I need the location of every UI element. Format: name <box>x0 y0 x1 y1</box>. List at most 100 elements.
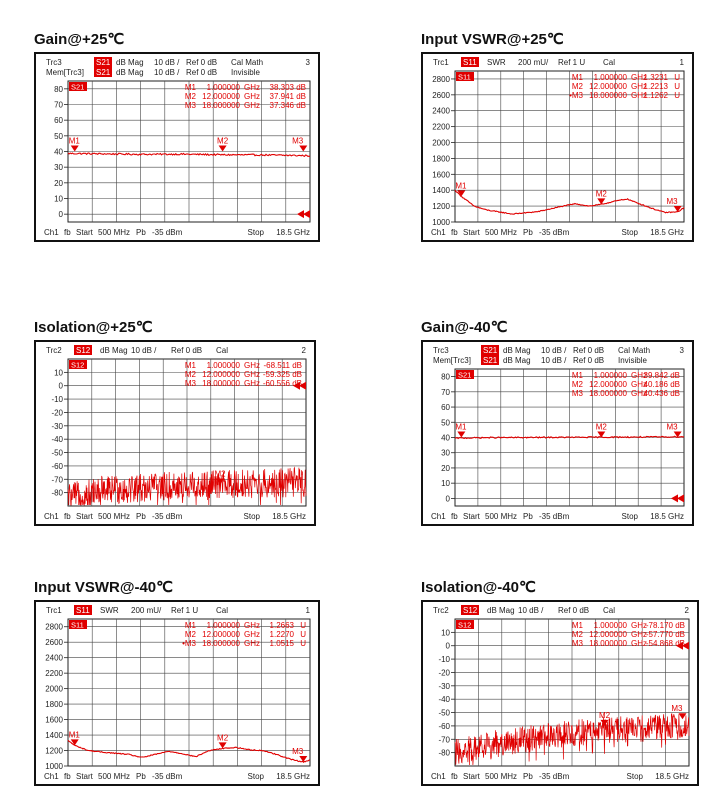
marker-label: M1 <box>455 423 467 432</box>
axis-trace-tag-label: S11 <box>458 73 471 82</box>
network-analyzer-chart: Trc2 S12 dB Mag 10 dB / Ref 0 dB Cal 2 10 0 -10 -2… <box>431 605 690 781</box>
network-analyzer-chart: Trc3 S21 dB Mag 10 dB / Ref 0 dB Cal Math 3 Mem… <box>44 57 311 237</box>
marker-table-value: -60.556 <box>263 379 291 388</box>
footer-channel: Ch1 <box>431 228 446 237</box>
marker-table-value-unit: dB <box>670 389 680 398</box>
marker-table-value: 37.346 <box>270 101 295 110</box>
y-tick-label: 1800 <box>45 700 63 709</box>
axis-trace-tag-box <box>69 620 87 629</box>
marker-table-value-unit: U <box>674 82 680 91</box>
panel-isolation-25: Isolation@+25℃ Trc2 S12 dB Mag 10 dB / Ref 0… <box>34 318 320 526</box>
y-tick-label: -80 <box>438 749 450 758</box>
marker-label: M2 <box>217 137 229 146</box>
marker-table-unit: GHz <box>631 389 647 398</box>
y-tick-label: 60 <box>441 403 450 412</box>
marker-table-value: 1.2270 <box>270 630 295 639</box>
y-tick-label: -70 <box>438 735 450 744</box>
footer-sweep-type: fb <box>64 512 71 521</box>
y-tick-label: 2400 <box>45 654 63 663</box>
header-text: dB Mag <box>116 58 144 67</box>
reference-level-arrow <box>671 494 678 503</box>
marker-table-unit: GHz <box>244 361 260 370</box>
marker-table-value-unit: dB <box>296 83 306 92</box>
header-text: Ref 1 U <box>558 58 585 67</box>
footer-stop-label: Stop <box>622 512 639 521</box>
trace-tag-label: S11 <box>76 606 90 615</box>
reference-level-arrow <box>293 381 300 390</box>
marker-table-value-unit: dB <box>675 621 685 630</box>
marker-table-id: M3 <box>185 101 197 110</box>
header-text: 2 <box>685 606 690 615</box>
marker-table-value-unit: dB <box>296 101 306 110</box>
axis-trace-tag-box <box>69 360 87 369</box>
marker-triangle <box>216 478 225 485</box>
marker-table-unit: GHz <box>244 101 260 110</box>
marker-table-freq: 12.000000 <box>589 82 627 91</box>
header-text: Ref 0 dB <box>558 606 589 615</box>
panel-title: Input VSWR@-40℃ <box>34 579 173 596</box>
footer-power-label: Pb <box>136 228 146 237</box>
marker-table-value-unit: U <box>300 621 306 630</box>
trace-tag-label: S21 <box>96 68 111 77</box>
footer-power-label: Pb <box>136 772 146 781</box>
marker-table-value: 39.842 <box>644 371 669 380</box>
footer-stop-label: Stop <box>622 228 639 237</box>
marker-table-freq: 12.000000 <box>202 92 240 101</box>
footer-stop-value: 18.5 GHz <box>276 772 310 781</box>
y-tick-label: -20 <box>438 668 450 677</box>
marker-triangle <box>600 719 609 726</box>
footer-start-label: Start <box>76 512 94 521</box>
y-tick-label: -50 <box>51 449 63 458</box>
network-analyzer-chart: Trc2 S12 dB Mag 10 dB / Ref 0 dB Cal 2 10 0 -10 -2… <box>44 345 307 521</box>
marker-table-freq: 1.000000 <box>594 621 628 630</box>
marker-table-unit: GHz <box>244 621 260 630</box>
header-text: Trc3 <box>46 58 62 67</box>
analyzer-display: Trc3 S21 dB Mag 10 dB / Ref 0 dB Cal Math 3 Mem… <box>34 52 320 242</box>
marker-table-value-unit: U <box>674 91 680 100</box>
header-text: SWR <box>487 58 506 67</box>
y-tick-label: -30 <box>438 682 450 691</box>
marker-triangle <box>597 198 606 205</box>
marker-table-value: 37.941 <box>270 92 295 101</box>
marker-triangle <box>218 145 227 152</box>
marker-table-value: 1.2213 <box>644 82 669 91</box>
reference-level-arrow <box>303 210 310 219</box>
y-tick-label: 1600 <box>432 170 450 179</box>
marker-table-freq: 1.000000 <box>207 361 241 370</box>
marker-table-freq: 12.000000 <box>589 630 627 639</box>
axis-trace-tag-label: S21 <box>71 83 84 92</box>
analyzer-display: Trc2 S12 dB Mag 10 dB / Ref 0 dB Cal 2 10 0 -10 -2… <box>421 600 699 786</box>
axis-trace-tag-box <box>456 72 474 81</box>
marker-table-unit: GHz <box>244 639 260 648</box>
header-text: 200 mU/ <box>518 58 549 67</box>
panel-gain-25: Gain@+25℃ Trc3 S21 dB Mag 10 dB / Ref 0 dB Ca… <box>34 30 320 242</box>
marker-table-value: 40.186 <box>644 380 669 389</box>
y-tick-label: 40 <box>54 148 63 157</box>
reference-level-arrow <box>682 641 689 650</box>
marker-table-value: -57.770 <box>646 630 674 639</box>
marker-table-value-unit: U <box>674 73 680 82</box>
y-tick-label: 2000 <box>45 685 63 694</box>
marker-table-freq: 12.000000 <box>589 380 627 389</box>
y-tick-label: 20 <box>54 179 63 188</box>
footer-stop-value: 18.5 GHz <box>276 228 310 237</box>
footer-start-value: 500 MHz <box>98 772 130 781</box>
header-text: 3 <box>680 346 685 355</box>
measurement-trace <box>67 466 307 506</box>
analyzer-display: Trc1 S11 SWR 200 mU/Ref 1 U Cal 1 2800 2600 2400… <box>34 600 320 786</box>
header-text: Trc2 <box>433 606 449 615</box>
marker-table-unit: GHz <box>244 92 260 101</box>
header-text: Ref 0 dB <box>573 356 604 365</box>
y-tick-label: -10 <box>438 655 450 664</box>
footer-power-label: Pb <box>523 512 533 521</box>
header-text: Mem[Trc3] <box>46 68 84 77</box>
y-tick-label: 50 <box>441 418 450 427</box>
y-tick-label: 20 <box>441 464 450 473</box>
marker-triangle <box>70 739 79 746</box>
marker-table-unit: GHz <box>631 82 647 91</box>
measurement-trace <box>67 739 311 764</box>
marker-label: M3 <box>667 197 679 206</box>
header-text: 1 <box>306 606 311 615</box>
y-tick-label: -40 <box>51 435 63 444</box>
marker-table-freq: 12.000000 <box>202 630 240 639</box>
